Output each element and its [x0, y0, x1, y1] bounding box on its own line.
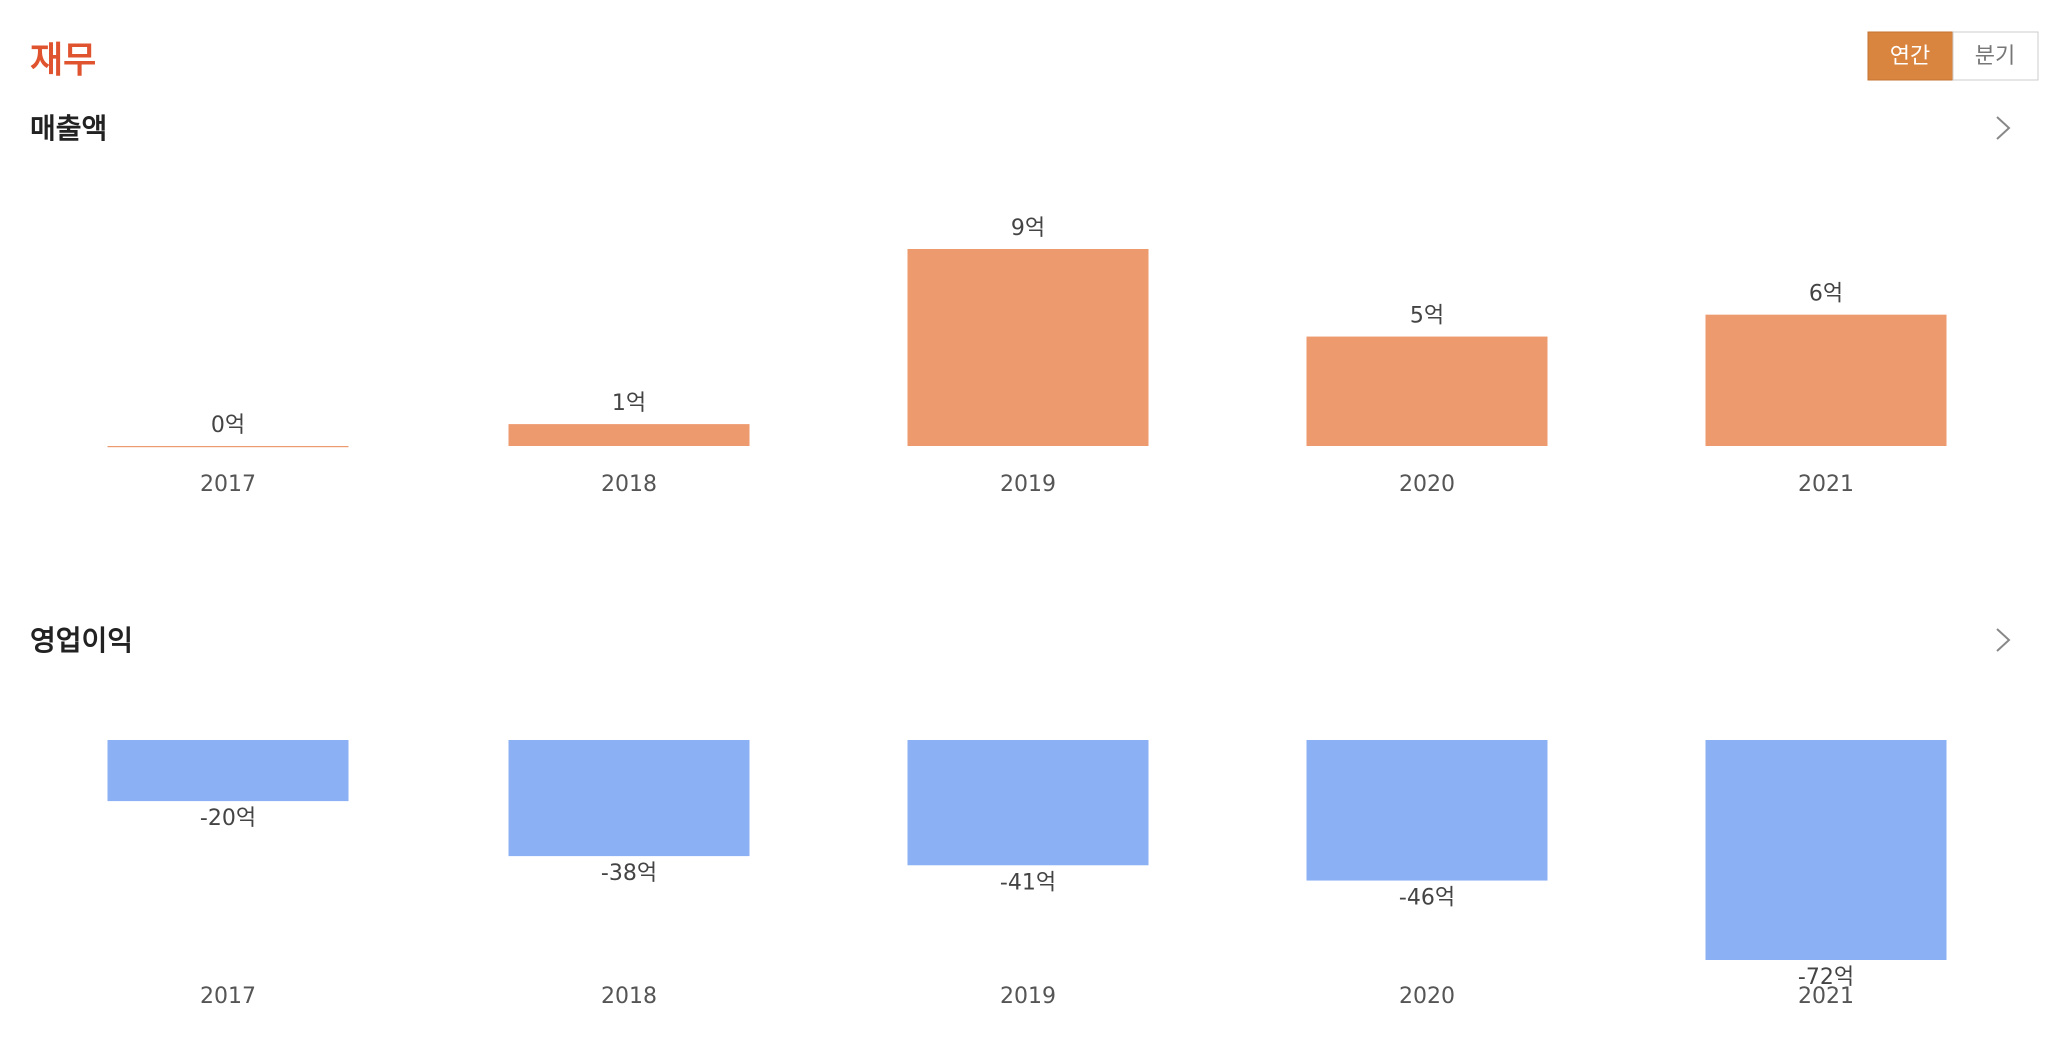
x-tick-label: 2020: [1399, 984, 1455, 1009]
x-tick-label: 2017: [200, 984, 256, 1009]
tab-inactive[interactable]: [1952, 31, 2039, 81]
x-tick-label: 2019: [1000, 984, 1056, 1009]
x-tick-label: 2020: [1399, 472, 1455, 497]
x-tick-label: 2018: [601, 984, 657, 1009]
chart-title: 영업이익: [30, 624, 133, 657]
bar: [107, 446, 349, 448]
tab[interactable]: 분기: [1975, 44, 2015, 69]
bar: [1705, 314, 1947, 446]
x-tick-label: 2017: [200, 472, 256, 497]
bar: [907, 740, 1149, 866]
value-label: 9억: [1011, 216, 1045, 241]
chart-title: 매출액: [30, 112, 107, 145]
tab[interactable]: 연간: [1890, 44, 1930, 69]
x-tick-label: 2021: [1798, 984, 1854, 1009]
value-label: 5억: [1410, 304, 1444, 329]
bar: [508, 424, 750, 446]
bar: [1306, 336, 1548, 446]
bar: [107, 740, 349, 802]
x-tick-label: 2021: [1798, 472, 1854, 497]
x-tick-label: 2018: [601, 472, 657, 497]
chevron[interactable]: [1996, 628, 2011, 652]
chevron[interactable]: [1996, 116, 2011, 140]
bar: [508, 740, 750, 857]
value-label: -46억: [1399, 886, 1455, 911]
tab-active[interactable]: [1867, 31, 1954, 81]
value-label: 6억: [1809, 282, 1843, 307]
value-label: -20억: [200, 806, 256, 831]
value-label: -72억: [1798, 965, 1854, 990]
x-tick-label: 2019: [1000, 472, 1056, 497]
value-label: -38억: [601, 861, 657, 886]
section-title: 재무: [30, 40, 96, 81]
bar: [1306, 740, 1548, 881]
value-label: -41억: [1000, 870, 1056, 895]
value-label: 1억: [612, 391, 646, 416]
bar: [1705, 740, 1947, 960]
value-label: 0억: [211, 413, 245, 438]
bar: [907, 249, 1149, 446]
